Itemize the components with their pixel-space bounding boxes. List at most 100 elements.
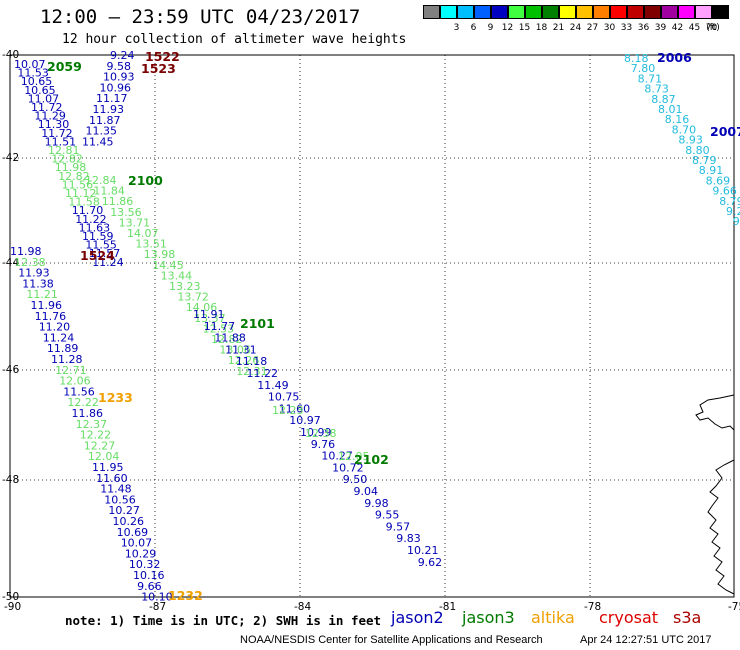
- legend-jason2: jason2: [391, 608, 444, 627]
- swh-value: 10.29: [125, 547, 157, 560]
- timestamp-text: Apr 24 12:27:51 UTC 2017: [580, 634, 712, 646]
- color-scale-label: 45: [688, 23, 701, 33]
- color-scale-label: 39: [654, 23, 667, 33]
- swh-value: 11.12: [65, 187, 97, 200]
- swh-value: 13.51: [135, 238, 167, 251]
- swh-value: 11.70: [72, 204, 104, 217]
- lat-label: -48: [2, 474, 19, 486]
- pass-number-label: 2102: [354, 452, 389, 467]
- pass-number-label: 1524: [80, 248, 115, 263]
- swh-value: 12.82: [211, 333, 243, 346]
- swh-value: 9.76: [311, 438, 336, 451]
- swh-value: 11.98: [10, 245, 42, 258]
- color-scale-label: 18: [535, 23, 548, 33]
- swh-value: 10.26: [113, 515, 145, 528]
- swh-value: 11.53: [17, 67, 49, 80]
- pass-number-label: 2101: [240, 316, 275, 331]
- note-text: note: 1) Time is in UTC; 2) SWH is in fe…: [65, 613, 382, 628]
- swh-value: 10.69: [117, 526, 149, 539]
- swh-value: 10.32: [129, 558, 161, 571]
- swh-value: 9.2: [733, 215, 740, 228]
- swh-value: 10.65: [24, 84, 56, 97]
- swh-value: 8.70: [672, 123, 697, 136]
- swh-value: 11.93: [18, 267, 50, 280]
- color-scale-label: 30: [603, 23, 616, 33]
- swh-value: 12.84: [85, 174, 117, 187]
- pass-number-label: 2059: [47, 59, 82, 74]
- swh-value: 10.99: [300, 426, 332, 439]
- swh-value: 8.16: [665, 113, 690, 126]
- swh-value: 12.06: [59, 375, 90, 388]
- swh-value: 11.89: [47, 342, 79, 355]
- swh-value: 11.86: [102, 195, 134, 208]
- swh-value: 10.96: [100, 81, 132, 94]
- swh-value: 8.93: [678, 134, 703, 147]
- page-subtitle: 12 hour collection of altimeter wave hei…: [62, 32, 407, 47]
- color-scale-unit: (ft): [706, 23, 720, 33]
- swh-value: 11.48: [100, 483, 132, 496]
- swh-value: 11.24: [92, 256, 124, 269]
- swh-value: 11.38: [22, 277, 54, 290]
- swh-value: 11.88: [214, 332, 246, 345]
- color-swatch: [678, 5, 695, 19]
- swh-value: 10.56: [104, 493, 136, 506]
- color-swatch: [423, 5, 440, 19]
- swh-value: 13.72: [177, 291, 209, 304]
- swh-value: 13.44: [161, 269, 193, 282]
- swh-value: 8.73: [644, 83, 669, 96]
- swh-value: 9.04: [354, 485, 379, 498]
- pass-number-label: 1233: [98, 390, 133, 405]
- swh-value: 13.71: [119, 216, 151, 229]
- swh-value: 11.59: [82, 230, 114, 243]
- swh-value: 12.27: [84, 439, 116, 452]
- lat-label: -44: [2, 257, 19, 269]
- swh-value: 11.49: [257, 379, 289, 392]
- swh-value: 11.24: [43, 331, 75, 344]
- swh-value: 11.72: [31, 101, 63, 114]
- pass-number-label: 2007: [710, 124, 740, 139]
- lat-label: -42: [2, 152, 19, 164]
- swh-value: 11.93: [93, 103, 125, 116]
- swh-value: 12.23: [272, 404, 304, 417]
- swh-value: 10.10: [141, 591, 173, 604]
- swh-value: 11.63: [79, 221, 111, 234]
- swh-value: 8.80: [685, 144, 710, 157]
- swh-value: 10.75: [268, 391, 300, 404]
- lat-label: -46: [2, 364, 19, 376]
- page-title: 12:00 – 23:59 UTC 04/23/2017: [40, 6, 361, 28]
- swh-value: 12.82: [58, 170, 89, 183]
- swh-value: 11.20: [39, 321, 70, 334]
- swh-value: 11.58: [68, 196, 100, 209]
- swh-value: 12.38: [14, 256, 45, 269]
- pass-number-label: 2100: [128, 173, 163, 188]
- swh-value: 8.91: [699, 164, 724, 177]
- color-scale-label: 24: [569, 23, 582, 33]
- swh-value: 11.22: [75, 213, 107, 226]
- swh-value: 11.98: [55, 161, 87, 174]
- color-scale-label: 42: [671, 23, 684, 33]
- swh-value: 11.07: [28, 92, 59, 105]
- swh-value: 8.79: [719, 195, 740, 208]
- swh-value: 8.71: [638, 72, 663, 85]
- color-swatch: [695, 5, 712, 19]
- swh-value: 13.23: [169, 280, 201, 293]
- swh-value: 9.58: [107, 60, 132, 73]
- swh-value: 11.60: [279, 402, 311, 415]
- swh-value: 10.27: [108, 504, 139, 517]
- swh-value: 10.93: [103, 71, 135, 84]
- swh-value: 10.27: [321, 450, 353, 463]
- swh-value: 12.04: [88, 450, 120, 463]
- color-scale-label: 6: [470, 23, 477, 33]
- color-swatch: [542, 5, 559, 19]
- swh-value: 8.87: [651, 93, 676, 106]
- lon-label: -81: [439, 601, 456, 613]
- swh-value: 12.31: [236, 365, 268, 378]
- color-swatch: [559, 5, 576, 19]
- color-scale-label: 12: [501, 23, 514, 33]
- swh-value: 11.18: [236, 355, 267, 368]
- swh-value: 11.77: [204, 320, 236, 333]
- swh-value: 10.07: [14, 58, 46, 71]
- color-scale-label: 36: [637, 23, 650, 33]
- color-swatch: [508, 5, 525, 19]
- color-swatch: [440, 5, 457, 19]
